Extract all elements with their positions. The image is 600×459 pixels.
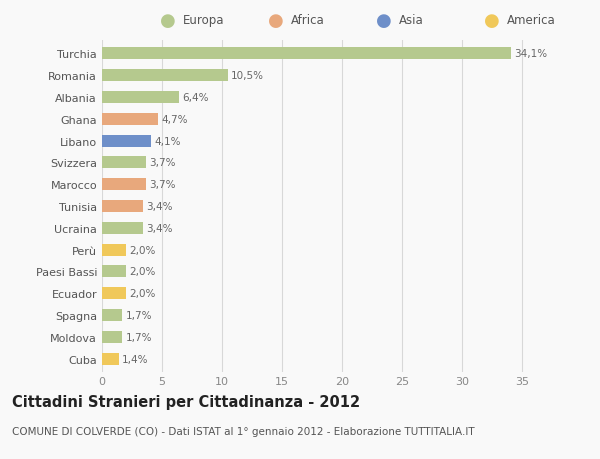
- Text: America: America: [507, 14, 556, 27]
- Text: 6,4%: 6,4%: [182, 93, 208, 103]
- Bar: [102, 287, 126, 300]
- Text: 3,7%: 3,7%: [149, 158, 176, 168]
- Text: 1,4%: 1,4%: [122, 354, 148, 364]
- Bar: [102, 353, 119, 365]
- Text: 3,4%: 3,4%: [146, 202, 172, 212]
- Bar: [102, 331, 122, 343]
- Bar: [102, 309, 122, 321]
- Bar: [102, 157, 146, 169]
- Bar: [102, 201, 143, 213]
- Text: 3,7%: 3,7%: [149, 180, 176, 190]
- Text: 34,1%: 34,1%: [514, 50, 547, 59]
- Text: Asia: Asia: [399, 14, 424, 27]
- Text: ●: ●: [268, 11, 284, 30]
- Bar: [102, 135, 151, 147]
- Text: 1,7%: 1,7%: [125, 310, 152, 320]
- Bar: [102, 48, 511, 60]
- Text: 10,5%: 10,5%: [231, 71, 264, 81]
- Text: 2,0%: 2,0%: [129, 245, 155, 255]
- Text: 3,4%: 3,4%: [146, 223, 172, 233]
- Bar: [102, 70, 228, 82]
- Text: ●: ●: [160, 11, 176, 30]
- Text: COMUNE DI COLVERDE (CO) - Dati ISTAT al 1° gennaio 2012 - Elaborazione TUTTITALI: COMUNE DI COLVERDE (CO) - Dati ISTAT al …: [12, 426, 475, 436]
- Bar: [102, 114, 158, 126]
- Text: 4,1%: 4,1%: [154, 136, 181, 146]
- Text: ●: ●: [376, 11, 392, 30]
- Text: Cittadini Stranieri per Cittadinanza - 2012: Cittadini Stranieri per Cittadinanza - 2…: [12, 394, 360, 409]
- Text: ●: ●: [484, 11, 500, 30]
- Text: 4,7%: 4,7%: [161, 115, 188, 124]
- Text: Europa: Europa: [183, 14, 224, 27]
- Text: Africa: Africa: [291, 14, 325, 27]
- Text: 2,0%: 2,0%: [129, 289, 155, 298]
- Bar: [102, 244, 126, 256]
- Bar: [102, 266, 126, 278]
- Bar: [102, 92, 179, 104]
- Bar: [102, 222, 143, 234]
- Text: 2,0%: 2,0%: [129, 267, 155, 277]
- Bar: [102, 179, 146, 191]
- Text: 1,7%: 1,7%: [125, 332, 152, 342]
